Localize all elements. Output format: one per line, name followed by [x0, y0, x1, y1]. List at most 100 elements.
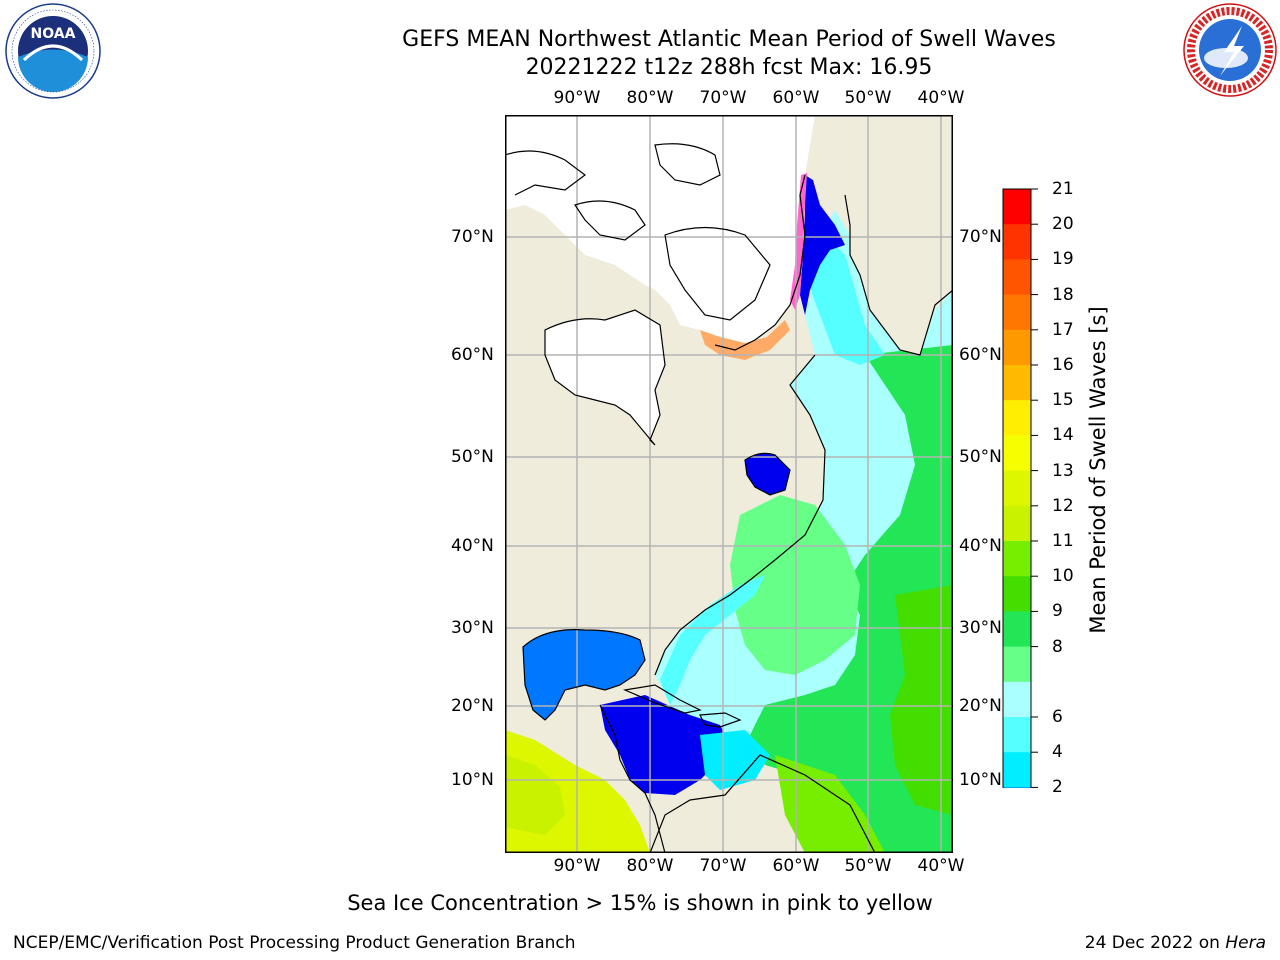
coast-arctic-islands-2 [574, 200, 646, 241]
footer-date-text: 24 Dec 2022 on [1084, 933, 1226, 953]
nws-logo-icon [1182, 2, 1278, 102]
chart-title: GEFS MEAN Northwest Atlantic Mean Period… [402, 27, 1056, 52]
lon-label-top-80w: 80°W [626, 88, 674, 108]
baffin-deep-blue [800, 175, 845, 315]
colorbar-band [1003, 681, 1031, 718]
coast-baffin-island [664, 226, 771, 321]
colorbar-band [1003, 576, 1031, 612]
coast-cuba [622, 684, 702, 714]
coast-labrador [714, 174, 806, 351]
greenland-land [845, 115, 953, 355]
colorbar-tick-label: 17 [1052, 319, 1074, 340]
map-border [505, 115, 953, 853]
colorbar-band [1003, 505, 1031, 542]
coast-st-lawrence [744, 452, 791, 496]
lat-label-right-70n: 70°N [959, 227, 1002, 247]
baffin-pink-ice-edge [790, 173, 807, 310]
colorbar-band [1003, 259, 1031, 296]
colorbar-tick-label: 2 [1052, 777, 1063, 798]
pacific-swell-inner [505, 755, 565, 835]
colorbar-band [1003, 541, 1031, 577]
swell-zone-labrador-cyan [805, 235, 885, 365]
colorbar-band [1003, 294, 1031, 331]
lat-label-left-10n: 10°N [451, 770, 494, 790]
caribbean-east-swell [700, 730, 770, 790]
lat-label-left-50n: 50°N [451, 447, 494, 467]
lon-label-bottom-60w: 60°W [772, 856, 820, 876]
colorbar-tick-label: 11 [1052, 531, 1074, 551]
gulf-st-lawrence-swell [745, 453, 790, 495]
coast-arctic-islands-3 [654, 143, 721, 186]
coastlines [505, 143, 953, 853]
lat-label-left-70n: 70°N [451, 227, 494, 247]
lon-label-bottom-80w: 80°W [626, 856, 674, 876]
lon-label-top-60w: 60°W [772, 88, 820, 108]
colorbar-band [1003, 329, 1031, 366]
footer-host: Hera [1225, 933, 1266, 953]
colorbar-tick-label: 13 [1052, 460, 1074, 481]
colorbar-tick-label: 16 [1052, 355, 1074, 375]
colorbar-tick-label: 8 [1052, 636, 1063, 657]
colorbar-band [1003, 752, 1031, 788]
lon-label-top-40w: 40°W [917, 88, 965, 108]
colorbar-band [1003, 717, 1031, 753]
coast-hudson-bay [544, 309, 666, 446]
lat-label-left-40n: 40°N [451, 536, 494, 556]
colorbar-band [1003, 189, 1031, 225]
coast-gulf-of-mexico [522, 629, 646, 721]
lat-label-right-50n: 50°N [959, 447, 1002, 467]
colorbar-band [1003, 470, 1031, 507]
lat-label-left-60n: 60°N [451, 345, 494, 365]
colorbar-tick-label: 19 [1052, 249, 1074, 270]
noaa-logo-icon: NOAA [4, 2, 102, 104]
lat-label-right-60n: 60°N [959, 345, 1002, 365]
coast-south-america [649, 754, 876, 853]
colorbar-swatches [1002, 188, 1038, 852]
coast-arctic-islands-1 [505, 150, 586, 196]
lon-label-bottom-70w: 70°W [699, 856, 747, 876]
colorbar-band [1003, 787, 1031, 824]
sea-ice-caption: Sea Ice Concentration > 15% is shown in … [347, 891, 933, 915]
colorbar-band [1003, 365, 1031, 401]
lat-label-left-20n: 20°N [451, 696, 494, 716]
colorbar-tick-label: 4 [1052, 742, 1063, 763]
coast-us-east [654, 354, 826, 676]
lon-label-bottom-50w: 50°W [844, 856, 892, 876]
chart-subtitle: 20221222 t12z 288h fcst Max: 16.95 [525, 55, 933, 80]
colorbar-tick-label: 12 [1052, 495, 1074, 516]
map-gridlines [505, 115, 953, 853]
noaa-logo-text: NOAA [31, 26, 76, 42]
colorbar-tick-label: 14 [1052, 425, 1074, 446]
lat-label-right-10n: 10°N [959, 770, 1002, 790]
lat-label-left-30n: 30°N [451, 618, 494, 638]
colorbar-tick-label: 20 [1052, 214, 1074, 235]
gulf-of-mexico-swell [523, 629, 645, 720]
lon-label-top-90w: 90°W [553, 88, 601, 108]
footer-date: 24 Dec 2022 on Hera [1085, 933, 1266, 953]
lon-label-bottom-40w: 40°W [917, 856, 965, 876]
colorbar-band [1003, 400, 1031, 436]
lat-label-right-40n: 40°N [959, 536, 1002, 556]
colorbar-tick-label: 18 [1052, 284, 1074, 305]
colorbar-tick-label: 6 [1052, 707, 1063, 727]
colorbar-tick-label: 15 [1052, 390, 1074, 411]
swell-zone-bright-green [890, 585, 953, 815]
lon-label-top-70w: 70°W [699, 88, 747, 108]
lat-label-right-30n: 30°N [959, 618, 1002, 638]
colorbar-tick-label: 10 [1052, 566, 1074, 587]
swell-zone-green-central [730, 495, 860, 675]
colorbar-tick-label: 21 [1052, 179, 1074, 199]
colorbar-band [1003, 224, 1031, 260]
colorbar-tick-label: 9 [1052, 601, 1063, 622]
coast-greenland [844, 194, 953, 356]
hudson-bay-ice [545, 310, 665, 445]
colorbar-band [1003, 611, 1031, 648]
map-panel [505, 115, 953, 853]
colorbar-band [1003, 435, 1031, 472]
lat-label-right-20n: 20°N [959, 696, 1002, 716]
lon-label-bottom-90w: 90°W [553, 856, 601, 876]
map-canvas [505, 115, 953, 853]
swell-zone-cyan-nearshore [660, 575, 765, 705]
colorbar-label: Mean Period of Swell Waves [s] [1086, 306, 1110, 634]
caribbean-swell [600, 695, 730, 795]
